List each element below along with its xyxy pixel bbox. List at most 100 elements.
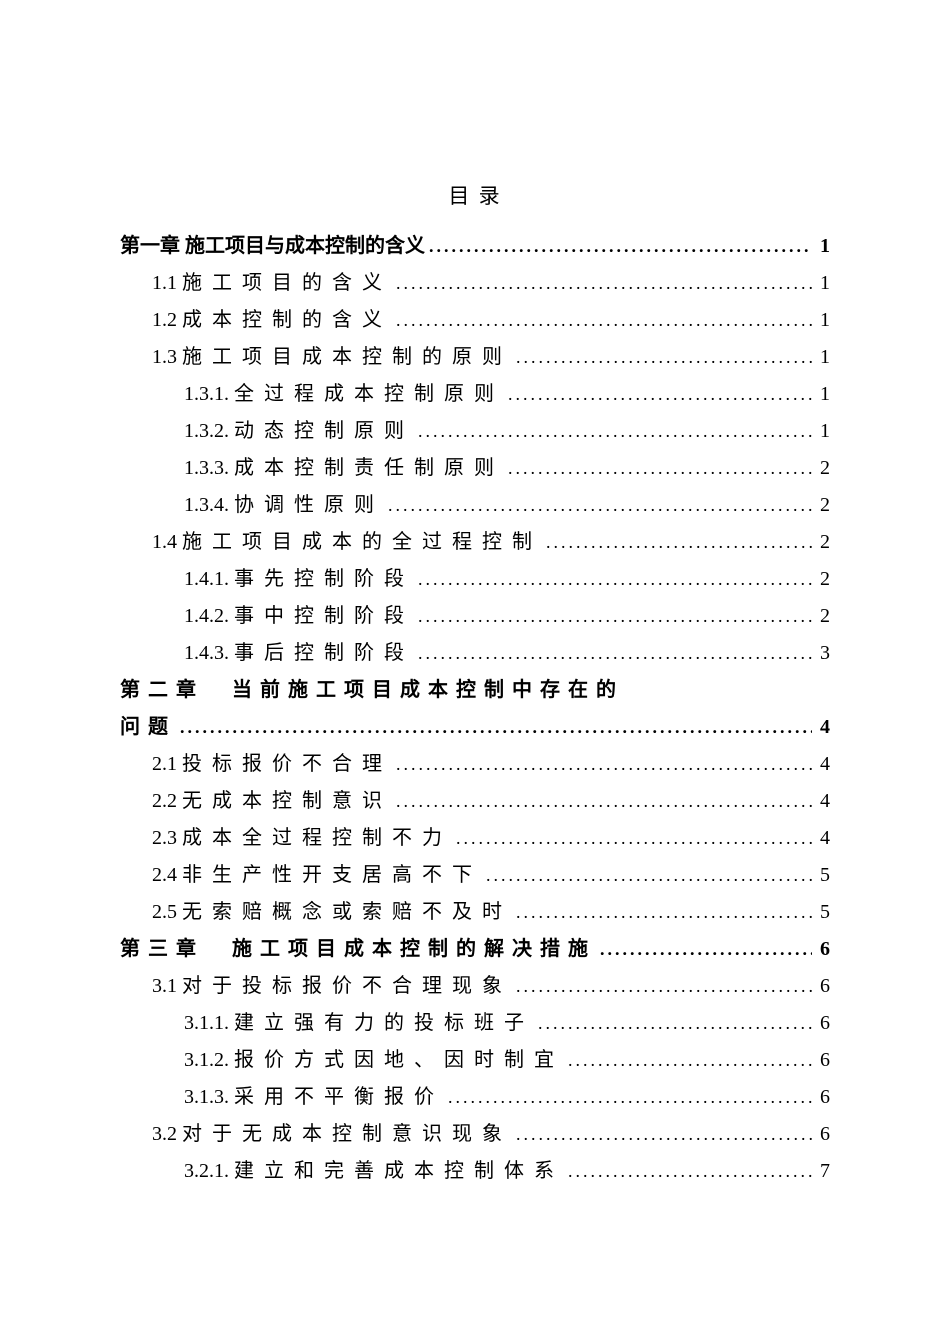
toc-entry-page: 4 — [812, 783, 830, 820]
toc-entry-page: 2 — [812, 598, 830, 635]
toc-entry-page: 4 — [812, 746, 830, 783]
toc-leader-dots — [542, 526, 812, 559]
toc-entry: 3.2.1. 建立和完善成本控制体系7 — [120, 1153, 830, 1190]
toc-entry-text: 成本全过程控制不力 — [182, 827, 452, 849]
toc-entry: 问题4 — [120, 709, 830, 746]
toc-entry: 1.2 成本控制的含义1 — [120, 302, 830, 339]
toc-leader-dots — [512, 1118, 812, 1151]
toc-entry-number: 3.1.2. — [184, 1049, 234, 1071]
toc-entry: 1.3 施工项目成本控制的原则 1 — [120, 339, 830, 376]
toc-entry: 3.1.3. 采用不平衡报价 6 — [120, 1079, 830, 1116]
toc-entry-number: 3.1 — [152, 975, 182, 997]
toc-entry-number: 2.1 — [152, 753, 182, 775]
toc-entry-number: 1.4.1. — [184, 568, 234, 590]
toc-entry-text: 施工项目成本控制的原则 — [182, 346, 512, 368]
toc-entry-number: 2.3 — [152, 827, 182, 849]
toc-entry-number: 2.4 — [152, 864, 182, 886]
toc-entry-page: 6 — [812, 1116, 830, 1153]
toc-entry: 1.4 施工项目成本的全过程控制2 — [120, 524, 830, 561]
toc-entry-text: 报价方式因地、因时制宜 — [234, 1049, 564, 1071]
toc-entry-page: 2 — [812, 450, 830, 487]
toc-entry: 3.1 对于投标报价不合理现象6 — [120, 968, 830, 1005]
toc-entry-number: 1.3.1. — [184, 383, 234, 405]
toc-entry-page: 6 — [812, 931, 830, 968]
toc-leader-dots — [384, 489, 812, 522]
toc-leader-dots — [596, 933, 812, 966]
toc-entry-text: 对于投标报价不合理现象 — [182, 975, 512, 997]
toc-entry-label: 3.2 对于无成本控制意识现象 — [152, 1116, 512, 1153]
toc-entry-page: 1 — [812, 376, 830, 413]
toc-leader-dots — [414, 415, 812, 448]
toc-leader-dots — [512, 896, 812, 929]
toc-entry-page: 5 — [812, 857, 830, 894]
toc-entry-text: 事后控制阶段 — [234, 642, 414, 664]
toc-entry-text: 事先控制阶段 — [234, 568, 414, 590]
toc-entry: 1.3.2. 动态控制原则1 — [120, 413, 830, 450]
toc-entry-number: 1.3.4. — [184, 494, 234, 516]
toc-entry-number: 3.1.3. — [184, 1086, 234, 1108]
toc-container: 第一章 施工项目与成本控制的含义11.1 施工项目的含义11.2 成本控制的含义… — [120, 228, 830, 1190]
toc-entry: 1.3.1. 全过程成本控制原则 1 — [120, 376, 830, 413]
toc-leader-dots — [534, 1007, 812, 1040]
toc-entry-label: 1.3.1. 全过程成本控制原则 — [184, 376, 504, 413]
toc-entry: 2.4 非生产性开支居高不下5 — [120, 857, 830, 894]
toc-entry-label: 1.3 施工项目成本控制的原则 — [152, 339, 512, 376]
toc-leader-dots — [414, 563, 812, 596]
toc-entry-page: 6 — [812, 1042, 830, 1079]
toc-entry-number: 1.3.2. — [184, 420, 234, 442]
toc-entry-label: 2.1 投标报价不合理 — [152, 746, 392, 783]
toc-entry: 3.2 对于无成本控制意识现象 6 — [120, 1116, 830, 1153]
toc-entry: 1.4.1. 事先控制阶段2 — [120, 561, 830, 598]
toc-leader-dots — [512, 970, 812, 1003]
toc-leader-dots — [392, 748, 812, 781]
toc-entry-label: 第二章 当前施工项目成本控制中存在的 — [120, 672, 624, 709]
toc-entry: 3.1.1. 建立强有力的投标班子6 — [120, 1005, 830, 1042]
toc-entry-number: 1.3 — [152, 346, 182, 368]
toc-leader-dots — [512, 341, 812, 374]
toc-entry-label: 2.2 无成本控制意识 — [152, 783, 392, 820]
toc-entry-text: 施工项目的含义 — [182, 272, 392, 294]
toc-leader-dots — [482, 859, 812, 892]
toc-entry-number: 3.2 — [152, 1123, 182, 1145]
toc-leader-dots — [176, 711, 812, 744]
toc-leader-dots — [425, 230, 812, 263]
toc-entry: 2.3 成本全过程控制不力4 — [120, 820, 830, 857]
toc-entry-label: 3.1.2. 报价方式因地、因时制宜 — [184, 1042, 564, 1079]
toc-entry-number: 2.2 — [152, 790, 182, 812]
toc-entry-page: 1 — [812, 302, 830, 339]
toc-entry-number: 1.4.2. — [184, 605, 234, 627]
toc-entry-label: 1.4.3. 事后控制阶段 — [184, 635, 414, 672]
toc-entry-page: 1 — [812, 339, 830, 376]
toc-entry-label: 第一章 施工项目与成本控制的含义 — [120, 228, 425, 265]
toc-entry: 第二章 当前施工项目成本控制中存在的 — [120, 672, 830, 709]
toc-entry-label: 3.1.3. 采用不平衡报价 — [184, 1079, 444, 1116]
toc-entry-text: 无成本控制意识 — [182, 790, 392, 812]
toc-entry: 1.1 施工项目的含义1 — [120, 265, 830, 302]
toc-leader-dots — [564, 1155, 812, 1188]
toc-entry: 2.1 投标报价不合理 4 — [120, 746, 830, 783]
toc-entry-page: 7 — [812, 1153, 830, 1190]
toc-leader-dots — [414, 600, 812, 633]
toc-entry-label: 3.1.1. 建立强有力的投标班子 — [184, 1005, 534, 1042]
toc-entry-text: 建立强有力的投标班子 — [234, 1012, 534, 1034]
toc-entry-number: 3.2.1. — [184, 1160, 234, 1182]
toc-leader-dots — [504, 452, 812, 485]
toc-entry-number: 1.3.3. — [184, 457, 234, 479]
toc-leader-dots — [392, 785, 812, 818]
toc-entry-page: 2 — [812, 487, 830, 524]
toc-entry-label: 第三章 施工项目成本控制的解决措施 — [120, 931, 596, 968]
toc-entry-page: 5 — [812, 894, 830, 931]
toc-entry-page: 1 — [812, 265, 830, 302]
toc-entry-text: 事中控制阶段 — [234, 605, 414, 627]
toc-entry-text: 采用不平衡报价 — [234, 1086, 444, 1108]
toc-entry: 第一章 施工项目与成本控制的含义1 — [120, 228, 830, 265]
toc-leader-dots — [414, 637, 812, 670]
toc-entry-label: 2.5 无索赔概念或索赔不及时 — [152, 894, 512, 931]
toc-leader-dots — [504, 378, 812, 411]
toc-leader-dots — [392, 267, 812, 300]
toc-entry-label: 问题 — [120, 709, 176, 746]
toc-entry-text: 无索赔概念或索赔不及时 — [182, 901, 512, 923]
toc-entry-label: 1.3.2. 动态控制原则 — [184, 413, 414, 450]
toc-entry-page: 6 — [812, 1079, 830, 1116]
toc-leader-dots — [564, 1044, 812, 1077]
